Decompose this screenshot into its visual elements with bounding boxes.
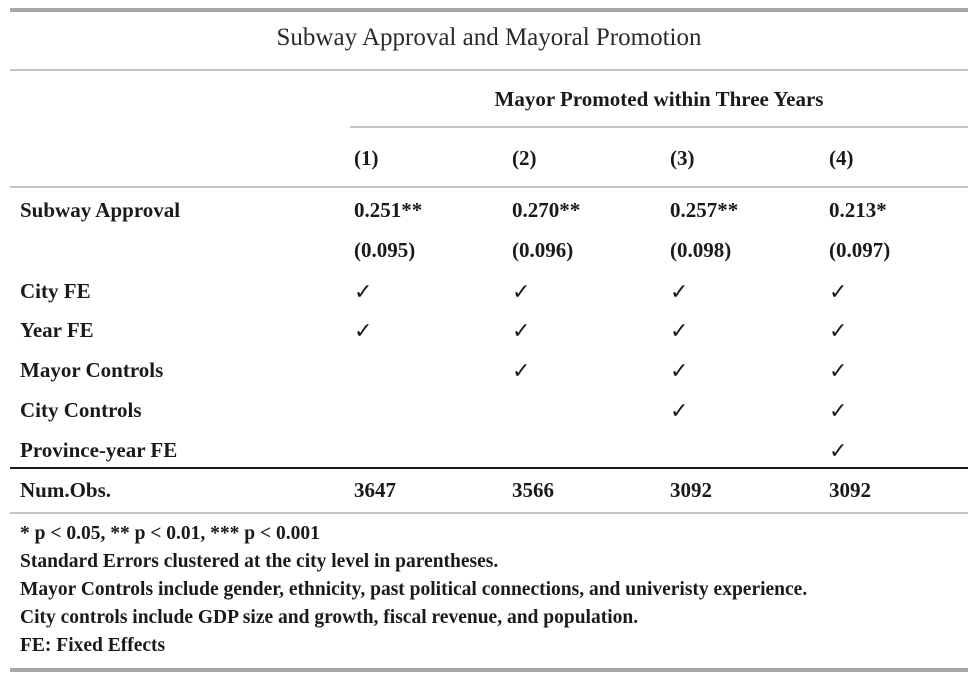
- mayor-controls-note: Mayor Controls include gender, ethnicity…: [20, 579, 808, 600]
- check-icon: ✓: [829, 279, 848, 304]
- coefficient: 0.213*: [829, 198, 887, 222]
- table-title: Subway Approval and Mayoral Promotion: [276, 24, 702, 51]
- top-rule: [10, 8, 968, 12]
- check-icon: ✓: [354, 318, 373, 343]
- num-obs-value: 3092: [670, 478, 712, 502]
- row-label-city-controls: City Controls: [20, 398, 142, 422]
- row-label-num-obs: Num.Obs.: [20, 478, 112, 502]
- standard-error: (0.095): [354, 238, 416, 262]
- check-icon: ✓: [670, 358, 689, 383]
- column-header: (4): [829, 146, 854, 170]
- check-icon: ✓: [512, 318, 531, 343]
- standard-error: (0.098): [670, 238, 732, 262]
- title-rule: [10, 69, 968, 71]
- standard-error-note: Standard Errors clustered at the city le…: [20, 551, 499, 572]
- num-obs-value: 3092: [829, 478, 871, 502]
- coefficient: 0.257**: [670, 198, 739, 222]
- num-obs-value: 3647: [354, 478, 396, 502]
- significance-note: * p < 0.05, ** p < 0.01, *** p < 0.001: [20, 523, 320, 544]
- standard-error: (0.097): [829, 238, 891, 262]
- header-bottom-rule: [10, 186, 968, 188]
- row-label-mayor-controls: Mayor Controls: [20, 358, 164, 382]
- check-icon: ✓: [354, 279, 373, 304]
- coefficient: 0.270**: [512, 198, 581, 222]
- check-icon: ✓: [829, 318, 848, 343]
- check-icon: ✓: [670, 318, 689, 343]
- check-icon: ✓: [512, 279, 531, 304]
- row-label-city-fe: City FE: [20, 279, 91, 303]
- column-header: (3): [670, 146, 695, 170]
- fe-note: FE: Fixed Effects: [20, 635, 166, 656]
- column-header: (2): [512, 146, 537, 170]
- dependent-variable-header: Mayor Promoted within Three Years: [494, 87, 824, 111]
- check-icon: ✓: [829, 438, 848, 463]
- num-obs-value: 3566: [512, 478, 554, 502]
- check-icon: ✓: [512, 358, 531, 383]
- check-icon: ✓: [829, 398, 848, 423]
- bottom-rule: [10, 668, 968, 672]
- coefficient: 0.251**: [354, 198, 423, 222]
- row-label-year-fe: Year FE: [20, 318, 94, 342]
- row-label-province-year-fe: Province-year FE: [20, 438, 178, 462]
- table-bottom-rule: [10, 512, 968, 514]
- check-icon: ✓: [670, 279, 689, 304]
- city-controls-note: City controls include GDP size and growt…: [20, 607, 639, 628]
- check-icon: ✓: [670, 398, 689, 423]
- standard-error: (0.096): [512, 238, 574, 262]
- column-header: (1): [354, 146, 379, 170]
- check-icon: ✓: [829, 358, 848, 383]
- body-bottom-rule: [10, 467, 968, 469]
- header-group-rule: [350, 126, 968, 128]
- row-label-subway-approval: Subway Approval: [20, 198, 181, 222]
